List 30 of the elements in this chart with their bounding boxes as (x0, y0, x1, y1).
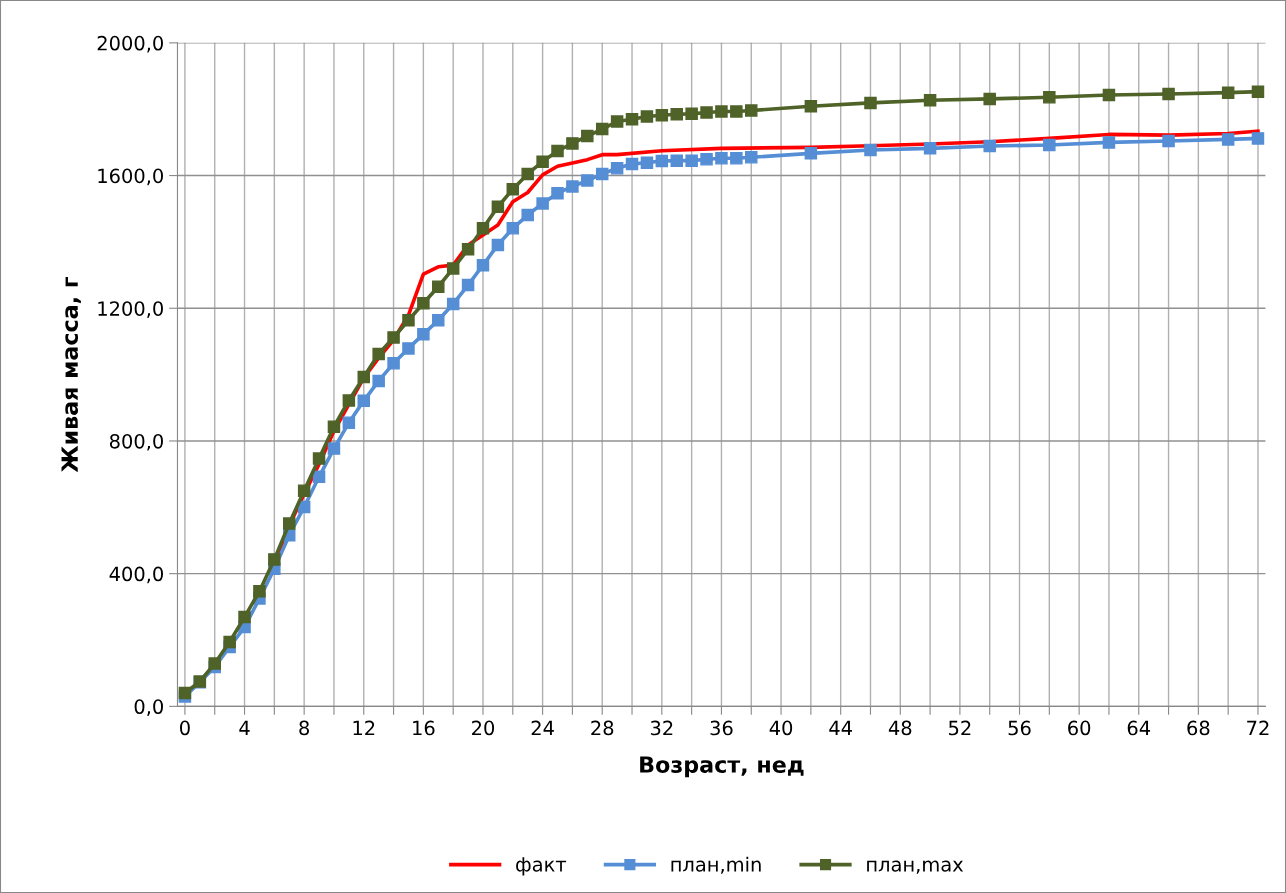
x-tick-label: 56 (1008, 720, 1031, 736)
x-axis-title: Возраст, нед (640, 756, 804, 778)
x-tick-label: 32 (650, 720, 673, 736)
x-tick-label: 64 (1127, 720, 1151, 736)
x-tick-label: 44 (829, 720, 852, 736)
x-tick-label: 36 (710, 720, 733, 736)
x-tick-label: 12 (353, 720, 375, 736)
x-tick-label: 4 (239, 720, 250, 736)
y-tick-label: 400,0 (109, 566, 163, 584)
x-tick-label: 72 (1247, 720, 1269, 736)
legend-label: план,min (671, 856, 761, 874)
x-tick-label: 48 (888, 720, 912, 736)
y-tick-label: 800,0 (109, 433, 163, 451)
y-tick-label: 1600,0 (98, 168, 163, 186)
x-tick-label: 40 (769, 720, 793, 736)
legend-label: план,max (867, 860, 964, 874)
y-tick-label: 2000,0 (97, 35, 163, 53)
x-tick-label: 0 (180, 720, 190, 736)
x-tick-label: 20 (472, 720, 495, 736)
x-tick-label: 24 (531, 720, 554, 736)
legend-label: факт (516, 857, 567, 876)
x-tick-label: 52 (949, 720, 971, 736)
x-tick-label: 60 (1068, 720, 1091, 736)
x-tick-label: 8 (299, 720, 309, 736)
x-tick-label: 16 (413, 720, 435, 736)
y-axis-title: Живая масса, г (61, 277, 81, 473)
x-tick-label: 28 (591, 720, 614, 736)
y-tick-label: 1200,0 (98, 301, 163, 318)
x-tick-label: 68 (1187, 720, 1210, 736)
y-tick-label: 0,0 (134, 699, 163, 717)
